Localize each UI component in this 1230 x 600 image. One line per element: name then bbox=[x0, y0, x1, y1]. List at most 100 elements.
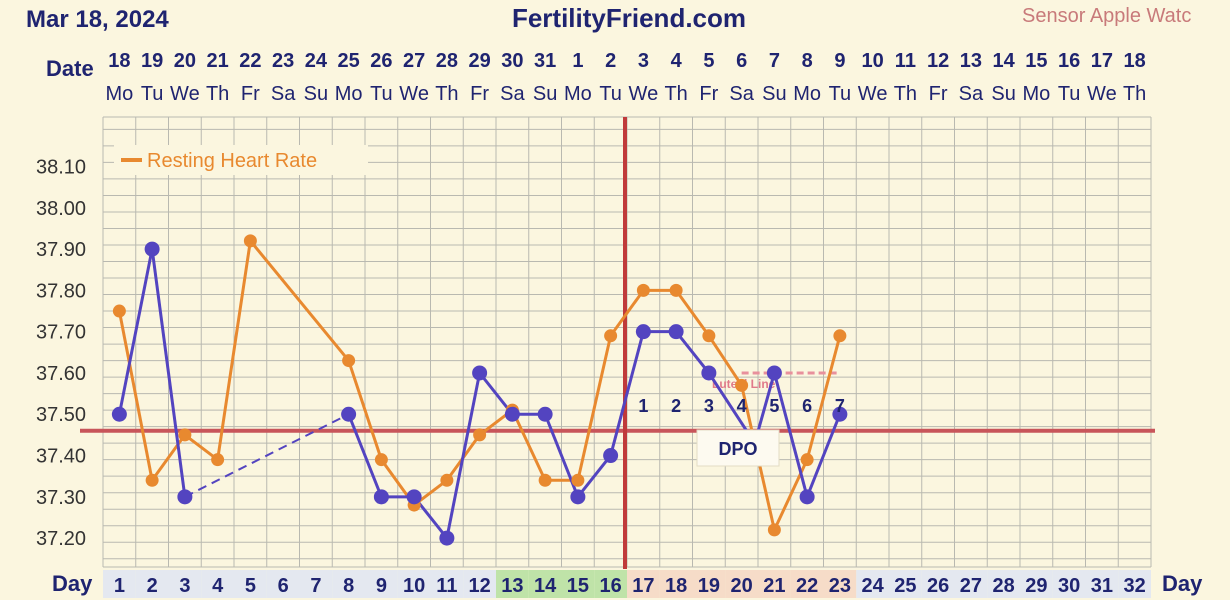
day-tick-label: 6 bbox=[278, 575, 289, 597]
rhr-point bbox=[211, 453, 225, 467]
date-tick-label: 1 bbox=[572, 50, 583, 72]
day-tick-label: 25 bbox=[894, 575, 916, 597]
date-tick-label: 18 bbox=[1124, 50, 1146, 72]
weekday-tick-label: We bbox=[858, 83, 888, 105]
day-cell bbox=[168, 570, 202, 598]
weekday-tick-label: Th bbox=[664, 83, 687, 105]
weekday-tick-label: Mo bbox=[564, 83, 592, 105]
weekday-tick-label: Tu bbox=[829, 83, 852, 105]
date-tick-label: 12 bbox=[927, 50, 949, 72]
y-tick-label: 37.20 bbox=[36, 528, 86, 550]
date-axis-label: Date bbox=[46, 56, 94, 81]
temp-point bbox=[341, 406, 357, 422]
day-cell bbox=[1085, 570, 1119, 598]
date-tick-label: 13 bbox=[960, 50, 982, 72]
temp-line-segment bbox=[150, 248, 187, 498]
day-cell bbox=[234, 570, 267, 598]
rhr-line-segment bbox=[117, 310, 154, 481]
dpo-number: 2 bbox=[671, 396, 681, 416]
rhr-point bbox=[767, 523, 781, 537]
day-cell bbox=[954, 570, 988, 598]
date-tick-label: 10 bbox=[862, 50, 884, 72]
weekday-tick-label: Fr bbox=[929, 83, 948, 105]
weekday-tick-label: Su bbox=[304, 83, 328, 105]
weekday-tick-label: Mo bbox=[105, 83, 133, 105]
temp-point bbox=[439, 530, 455, 546]
legend: Resting Heart Rate bbox=[114, 145, 368, 175]
date-tick-label: 9 bbox=[834, 50, 845, 72]
weekday-tick-label: Su bbox=[533, 83, 557, 105]
date-tick-label: 4 bbox=[671, 50, 683, 72]
y-tick-label: 37.90 bbox=[36, 239, 86, 261]
temp-point bbox=[799, 489, 815, 505]
date-tick-label: 21 bbox=[207, 50, 229, 72]
day-tick-label: 15 bbox=[567, 575, 589, 597]
header-date: Mar 18, 2024 bbox=[26, 6, 169, 33]
weekday-tick-label: Tu bbox=[370, 83, 393, 105]
temp-point bbox=[111, 406, 127, 422]
temp-point bbox=[635, 324, 651, 340]
date-tick-label: 30 bbox=[501, 50, 523, 72]
rhr-point bbox=[473, 428, 487, 442]
rhr-line-segment bbox=[805, 335, 842, 461]
day-cell bbox=[266, 570, 300, 598]
date-tick-label: 17 bbox=[1091, 50, 1113, 72]
temp-line-segment bbox=[772, 372, 809, 498]
day-tick-label: 29 bbox=[1025, 575, 1047, 597]
rhr-line-segment bbox=[674, 289, 711, 337]
weekday-tick-label: Fr bbox=[699, 83, 718, 105]
dpo-number: 1 bbox=[638, 396, 648, 416]
y-tick-label: 37.80 bbox=[36, 280, 86, 302]
date-tick-label: 24 bbox=[305, 50, 328, 72]
rhr-point bbox=[571, 473, 585, 487]
day-cell bbox=[889, 570, 922, 598]
legend-box bbox=[114, 145, 368, 175]
day-cell bbox=[692, 570, 726, 598]
day-tick-label: 3 bbox=[179, 575, 190, 597]
temp-line-segment bbox=[576, 454, 612, 498]
date-tick-label: 26 bbox=[370, 50, 392, 72]
day-cell bbox=[921, 570, 955, 598]
weekday-tick-label: Tu bbox=[1058, 83, 1081, 105]
date-tick-label: 22 bbox=[239, 50, 261, 72]
rhr-line-segment bbox=[707, 334, 743, 387]
day-cell bbox=[332, 570, 365, 598]
day-cell bbox=[758, 570, 791, 598]
rhr-point bbox=[833, 329, 847, 343]
day-tick-label: 32 bbox=[1124, 575, 1146, 597]
day-cell bbox=[594, 570, 627, 598]
rhr-line-segment bbox=[511, 409, 547, 481]
temp-line-segment bbox=[117, 248, 154, 415]
rhr-point bbox=[112, 304, 126, 318]
weekday-tick-label: Th bbox=[206, 83, 229, 105]
dpo-number: 6 bbox=[802, 396, 812, 416]
weekday-tick-label: Sa bbox=[271, 83, 296, 105]
day-tick-label: 31 bbox=[1091, 575, 1113, 597]
weekday-tick-label: Th bbox=[435, 83, 458, 105]
weekday-tick-label: We bbox=[170, 83, 200, 105]
date-tick-label: 27 bbox=[403, 50, 425, 72]
rhr-point bbox=[374, 453, 388, 467]
rhr-line-segment bbox=[609, 289, 645, 337]
date-tick-label: 8 bbox=[802, 50, 813, 72]
day-tick-label: 26 bbox=[927, 575, 949, 597]
date-tick-label: 28 bbox=[436, 50, 458, 72]
weekday-tick-label: Sa bbox=[959, 83, 984, 105]
temp-point bbox=[832, 406, 848, 422]
date-tick-label: 18 bbox=[108, 50, 130, 72]
weekday-tick-label: We bbox=[399, 83, 429, 105]
weekday-tick-label: Tu bbox=[599, 83, 622, 105]
day-tick-label: 9 bbox=[376, 575, 387, 597]
date-tick-label: 14 bbox=[993, 50, 1016, 72]
date-tick-label: 19 bbox=[141, 50, 163, 72]
day-cell bbox=[430, 570, 464, 598]
temp-point bbox=[472, 365, 488, 381]
day-cell bbox=[987, 570, 1020, 598]
date-tick-label: 25 bbox=[338, 50, 360, 72]
date-tick-label: 5 bbox=[703, 50, 714, 72]
date-tick-label: 3 bbox=[638, 50, 649, 72]
day-cell bbox=[856, 570, 889, 598]
rhr-line-segment bbox=[183, 433, 219, 461]
weekday-tick-label: Mo bbox=[1022, 83, 1050, 105]
dpo-label: DPO bbox=[718, 439, 757, 459]
